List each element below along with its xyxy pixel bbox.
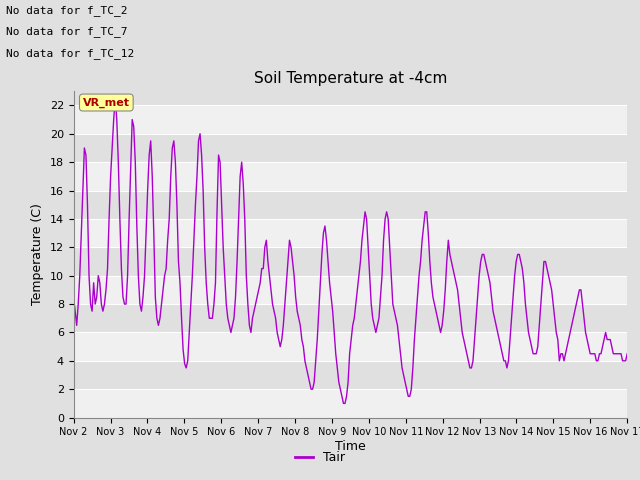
Title: Soil Temperature at -4cm: Soil Temperature at -4cm [253, 71, 447, 86]
X-axis label: Time: Time [335, 440, 366, 453]
Bar [74, 162, 627, 191]
Bar [74, 276, 627, 304]
Bar [74, 333, 627, 361]
Bar [74, 304, 627, 333]
Bar [74, 389, 627, 418]
Bar [74, 219, 627, 247]
Bar [74, 247, 627, 276]
Bar [74, 134, 627, 162]
Bar [74, 106, 627, 134]
Text: No data for f_TC_2: No data for f_TC_2 [6, 5, 128, 16]
Y-axis label: Temperature (C): Temperature (C) [31, 204, 44, 305]
Bar [74, 191, 627, 219]
Text: No data for f_TC_7: No data for f_TC_7 [6, 26, 128, 37]
Legend: Tair: Tair [290, 446, 350, 469]
Text: VR_met: VR_met [83, 97, 130, 108]
Text: No data for f_TC_12: No data for f_TC_12 [6, 48, 134, 59]
Bar [74, 361, 627, 389]
